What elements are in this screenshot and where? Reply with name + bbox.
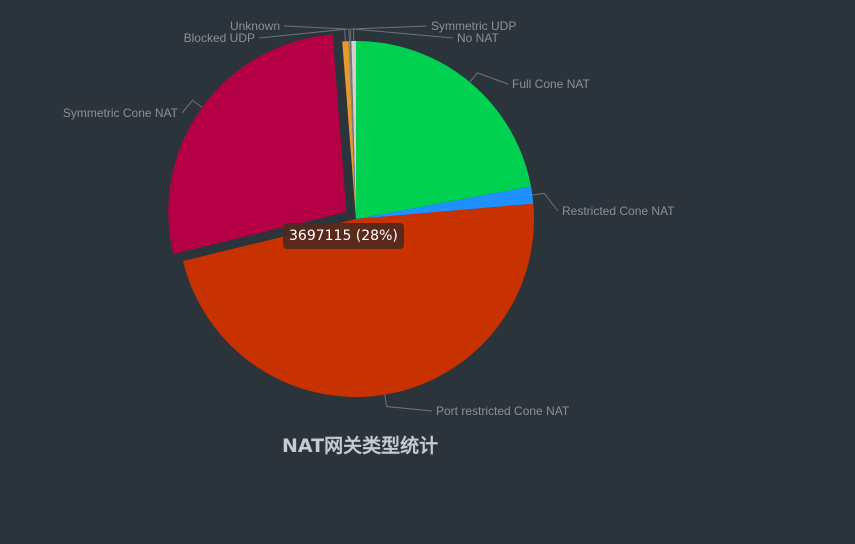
leader-line-no-nat (353, 28, 454, 42)
leader-line-port-restricted-cone-nat (384, 394, 433, 412)
leader-line-unknown (283, 25, 350, 42)
chart-tooltip: 3697115 (28%) (283, 223, 404, 249)
slice-label-port-restricted-cone-nat: Port restricted Cone NAT (436, 404, 570, 418)
slice-label-blocked-udp: Blocked UDP (184, 31, 255, 45)
pie-slice-unknown[interactable] (348, 41, 356, 219)
pie-slice-full-cone-nat[interactable] (356, 41, 531, 219)
slice-label-full-cone-nat: Full Cone NAT (512, 77, 590, 91)
pie-slice-no-nat[interactable] (351, 41, 356, 219)
slice-label-symmetric-udp: Symmetric UDP (431, 19, 516, 33)
slice-label-no-nat: No NAT (457, 31, 499, 45)
pie-slice-symmetric-udp[interactable] (350, 41, 356, 219)
leader-line-symmetric-udp (349, 25, 428, 42)
leader-line-full-cone-nat (469, 72, 509, 85)
leader-line-symmetric-cone-nat (181, 99, 203, 114)
pie-slice-blocked-udp[interactable] (342, 41, 356, 219)
slice-label-unknown: Unknown (230, 19, 280, 33)
leader-line-restricted-cone-nat (532, 192, 559, 212)
pie-slice-restricted-cone-nat[interactable] (356, 186, 534, 219)
pie-slice-symmetric-cone-nat[interactable] (168, 34, 347, 255)
slice-labels: Full Cone NAT Restricted Cone NAT Port res… (63, 19, 675, 418)
pie-slice-port-restricted-cone-nat[interactable] (183, 203, 534, 397)
chart-title: NAT网关类型统计 (282, 435, 439, 457)
slice-label-symmetric-cone-nat: Symmetric Cone NAT (63, 106, 179, 120)
slice-label-restricted-cone-nat: Restricted Cone NAT (562, 204, 675, 218)
pie-slices (168, 34, 534, 397)
